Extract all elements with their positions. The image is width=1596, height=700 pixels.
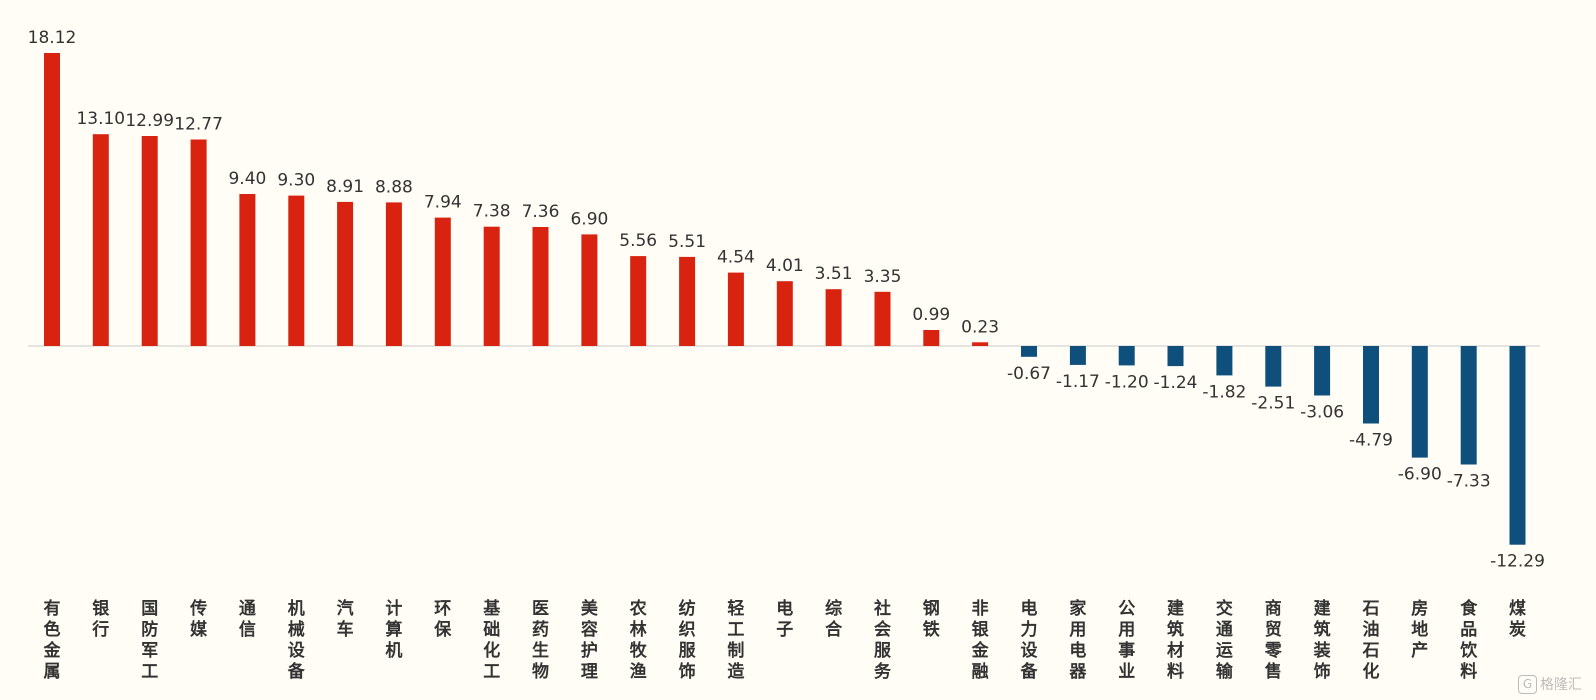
value-label-电子: 4.01 [766,256,804,276]
bar-房地产 [1411,346,1428,458]
bar-社会服务 [874,291,891,346]
category-label-煤炭: 煤炭 [1509,598,1526,640]
bar-轻工制造 [727,272,744,346]
value-label-建筑材料: -1.24 [1154,373,1198,393]
bar-环保 [434,217,451,346]
bar-机械设备 [288,195,305,346]
value-label-有色金属: 18.12 [28,28,77,48]
category-label-房地产: 房地产 [1411,598,1428,661]
category-label-家用电器: 家用电器 [1068,598,1087,682]
category-label-纺织服饰: 纺织服饰 [679,598,697,682]
bar-医药生物 [532,227,549,346]
value-label-环保: 7.94 [424,193,462,213]
bar-电力设备 [1021,346,1037,357]
bar-纺织服饰 [679,256,696,346]
value-label-建筑装饰: -3.06 [1300,403,1344,423]
category-label-社会服务: 社会服务 [873,598,892,682]
value-label-综合: 3.51 [815,264,853,284]
value-label-传媒: 12.77 [174,115,223,135]
value-label-房地产: -6.90 [1398,465,1442,485]
category-label-环保: 环保 [433,599,452,640]
category-label-国防军工: 国防军工 [141,599,158,682]
value-label-商贸零售: -2.51 [1251,394,1295,414]
category-label-有色金属: 有色金属 [43,598,62,682]
value-label-家用电器: -1.17 [1056,372,1100,392]
value-label-食品饮料: -7.33 [1447,472,1491,492]
bar-基础化工 [483,226,500,346]
value-label-汽车: 8.91 [326,177,364,197]
value-label-社会服务: 3.35 [864,267,902,287]
category-label-农林牧渔: 农林牧渔 [629,598,648,682]
bar-有色金属 [44,53,60,346]
category-label-计算机: 计算机 [384,598,402,661]
category-label-电子: 电子 [776,598,793,640]
category-label-综合: 综合 [825,598,843,640]
bar-通信 [239,194,256,346]
bar-建筑装饰 [1314,346,1331,396]
bar-非银金融 [972,342,989,346]
category-label-商贸零售: 商贸零售 [1264,598,1283,682]
category-label-石油石化: 石油石化 [1362,599,1380,682]
bar-煤炭 [1509,346,1526,545]
bar-钢铁 [923,330,940,346]
bar-农林牧渔 [630,256,647,346]
value-label-国防军工: 12.99 [125,111,174,131]
category-label-基础化工: 基础化工 [482,598,501,682]
value-label-钢铁: 0.99 [912,305,950,325]
value-label-医药生物: 7.36 [522,202,560,222]
value-label-轻工制造: 4.54 [717,248,755,268]
category-label-交通运输: 交通运输 [1216,598,1234,682]
bar-电子 [776,281,793,346]
category-label-美容护理: 美容护理 [581,598,599,682]
category-label-食品饮料: 食品饮料 [1459,598,1478,682]
category-label-医药生物: 医药生物 [532,599,549,682]
bar-综合 [825,289,842,346]
bar-家用电器 [1069,346,1086,365]
category-label-非银金融: 非银金融 [971,598,990,682]
category-label-传媒: 传媒 [189,598,208,640]
bar-交通运输 [1216,346,1233,376]
value-label-基础化工: 7.38 [473,202,511,222]
bar-美容护理 [581,234,598,346]
value-label-石油石化: -4.79 [1349,431,1393,451]
category-label-汽车: 汽车 [337,598,354,640]
value-label-煤炭: -12.29 [1490,552,1545,572]
watermark-text: 格隆汇 [1540,677,1582,693]
watermark-logo-icon: G [1518,674,1537,694]
bar-石油石化 [1363,346,1379,424]
category-label-公用事业: 公用事业 [1118,599,1135,682]
value-label-机械设备: 9.30 [277,171,315,191]
watermark: G 格隆汇 [1518,674,1582,694]
value-label-电力设备: -0.67 [1007,364,1051,384]
value-label-农林牧渔: 5.56 [619,231,657,251]
bar-计算机 [385,202,402,346]
bar-汽车 [337,201,354,346]
bar-传媒 [190,139,207,346]
value-label-公用事业: -1.20 [1105,372,1149,392]
bar-建筑材料 [1167,346,1184,367]
value-label-通信: 9.40 [228,169,266,189]
category-label-电力设备: 电力设备 [1020,598,1039,682]
category-label-建筑装饰: 建筑装饰 [1313,598,1331,682]
value-label-美容护理: 6.90 [570,209,608,229]
bar-国防军工 [141,136,158,346]
category-label-通信: 通信 [239,599,256,640]
bar-商贸零售 [1265,346,1282,387]
bar-食品饮料 [1460,346,1477,465]
category-label-建筑材料: 建筑材料 [1167,598,1184,682]
value-label-非银金融: 0.23 [961,317,999,337]
category-label-银行: 银行 [91,598,110,640]
category-label-轻工制造: 轻工制造 [727,598,745,682]
bar-公用事业 [1118,346,1135,366]
category-label-钢铁: 钢铁 [923,598,940,640]
bar-银行 [92,134,109,346]
value-label-计算机: 8.88 [375,177,413,197]
value-label-交通运输: -1.82 [1202,382,1246,402]
value-label-纺织服饰: 5.51 [668,232,706,252]
category-label-机械设备: 机械设备 [287,598,306,682]
value-label-银行: 13.10 [76,109,125,129]
